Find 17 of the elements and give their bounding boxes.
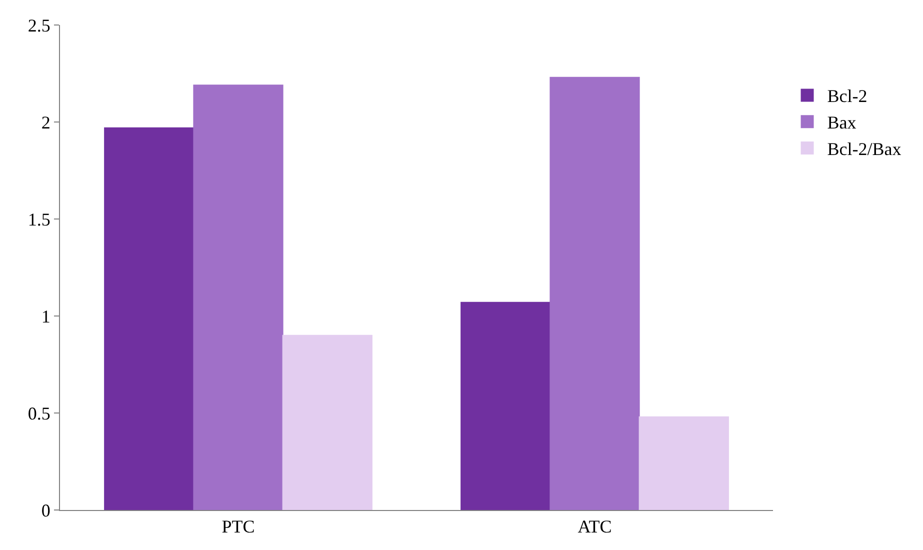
x-tick-label: PTC — [222, 516, 255, 537]
bar — [282, 334, 372, 510]
y-tick-label: 1.5 — [28, 209, 50, 230]
x-tick-label: ATC — [578, 516, 612, 537]
y-tick-label: 0 — [41, 500, 50, 520]
bar — [193, 84, 284, 510]
bar — [460, 302, 551, 510]
legend-label: Bax — [827, 112, 856, 133]
legend-label: Bcl-2/Bax — [827, 139, 902, 160]
y-tick-label: 2.5 — [28, 15, 50, 36]
y-tick-label: 1 — [41, 306, 50, 326]
bar — [104, 127, 194, 510]
legend-label: Bcl-2 — [827, 86, 868, 106]
bar — [550, 76, 640, 510]
bar — [638, 416, 729, 510]
y-tick-label: 2 — [41, 112, 50, 132]
y-tick-label: 0.5 — [28, 403, 50, 424]
